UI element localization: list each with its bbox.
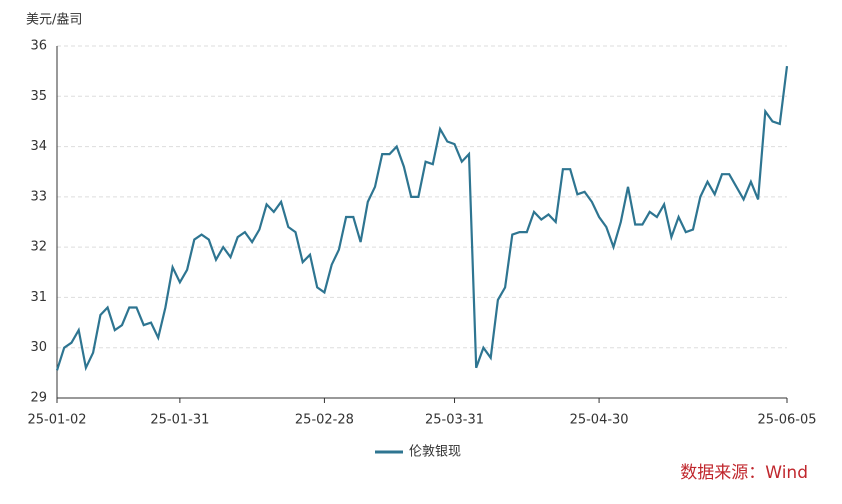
y-tick-label: 33 <box>30 189 47 204</box>
y-tick-label: 36 <box>30 39 47 54</box>
legend-label: 伦敦银现 <box>409 444 461 460</box>
x-tick-label: 25-02-28 <box>295 413 354 428</box>
y-tick-label: 31 <box>30 290 47 305</box>
x-tick-label: 25-01-31 <box>150 413 209 428</box>
x-tick-label: 25-03-31 <box>425 413 484 428</box>
y-tick-label: 34 <box>30 139 47 154</box>
y-tick-label: 30 <box>30 340 47 355</box>
y-axis-unit: 美元/盎司 <box>26 13 82 28</box>
x-tick-label: 25-06-05 <box>757 413 816 428</box>
source-note: 数据来源：Wind <box>680 463 808 483</box>
y-tick-label: 32 <box>30 240 47 255</box>
line-series <box>55 65 789 372</box>
x-tick-label: 25-01-02 <box>27 413 86 428</box>
x-tick-label: 25-04-30 <box>570 413 629 428</box>
y-tick-label: 35 <box>30 89 47 104</box>
y-tick-label: 29 <box>30 391 47 406</box>
